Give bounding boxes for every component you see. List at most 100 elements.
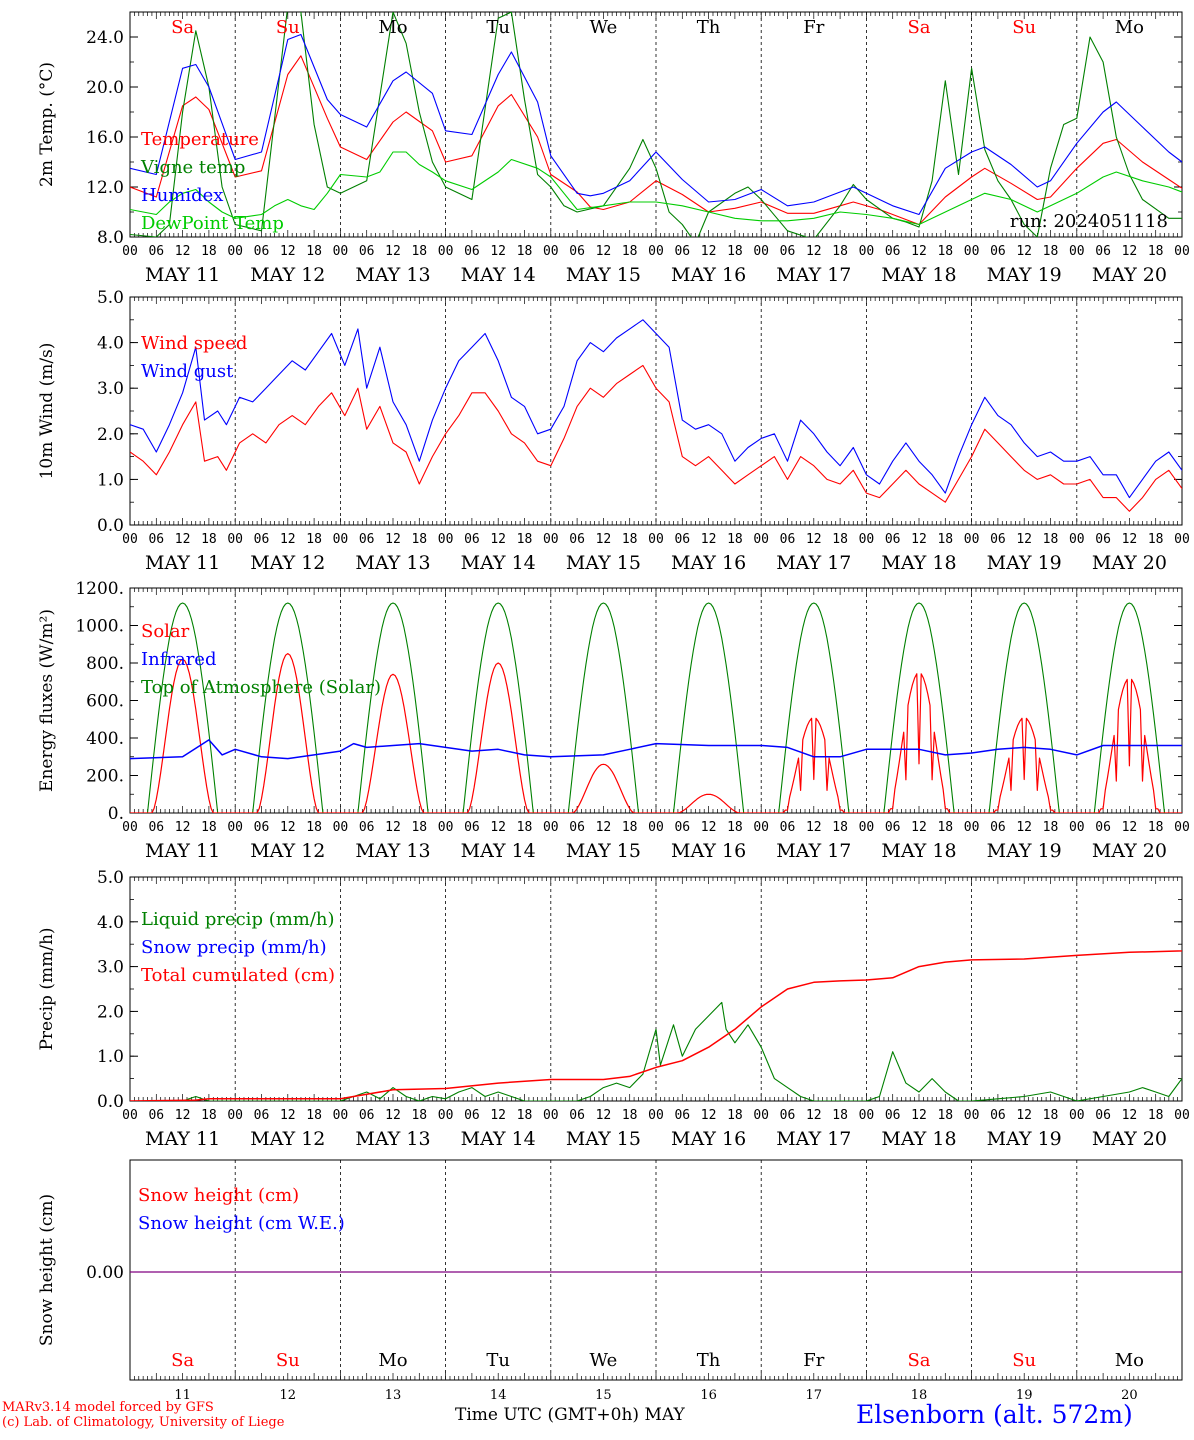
- date-label: MAY 18: [881, 552, 956, 574]
- y-tick-label: 0.0: [97, 516, 124, 536]
- y-tick-label: 1.0: [97, 1047, 124, 1067]
- legend-entry: Top of Atmosphere (Solar): [141, 677, 381, 698]
- hour-label: 18: [517, 1108, 533, 1123]
- plot-frame: [129, 11, 1183, 238]
- date-label: MAY 17: [776, 552, 851, 574]
- hour-label: 00: [543, 244, 559, 259]
- hour-label: 06: [990, 820, 1006, 835]
- weekday-label-bottom: Su: [1012, 1350, 1036, 1371]
- weekday-label-bottom: Th: [697, 1350, 721, 1371]
- model-line: MARv3.14 model forced by GFS: [2, 1400, 214, 1415]
- date-label: MAY 12: [250, 264, 325, 286]
- hour-label: 18: [411, 820, 427, 835]
- hour-label: 00: [122, 244, 138, 259]
- date-label: MAY 13: [355, 264, 430, 286]
- hour-label: 06: [990, 244, 1006, 259]
- panel-temp: 8.0 12.0 16.0 20.0 24.0 2m Temp. (°C) 00 06 12 18…: [37, 11, 1190, 286]
- legend-entry: Snow height (cm W.E.): [138, 1213, 345, 1234]
- hour-label: 06: [148, 820, 164, 835]
- hour-label: 06: [464, 820, 480, 835]
- legend-entry: Liquid precip (mm/h): [141, 909, 335, 930]
- hour-label: 12: [490, 532, 506, 547]
- y-tick-label: 20.0: [86, 78, 124, 98]
- y-tick-label: 400.: [86, 729, 124, 749]
- y-axis-label: Snow height (cm): [37, 1194, 57, 1346]
- hour-label: 12: [1122, 244, 1138, 259]
- hour-label: 18: [411, 1108, 427, 1123]
- hour-label: 00: [1174, 1108, 1190, 1123]
- hour-label: 12: [806, 532, 822, 547]
- hour-label: 00: [648, 1108, 664, 1123]
- hour-label: 18: [306, 820, 322, 835]
- series-line-0: [130, 1001, 1182, 1101]
- hour-label: 06: [569, 820, 585, 835]
- panel-energy: 0. 200. 400. 600. 800. 1000. 1200. Energy fluxe…: [37, 579, 1190, 862]
- hour-label: 12: [596, 532, 612, 547]
- hour-label: 06: [254, 244, 270, 259]
- hour-label: 12: [490, 244, 506, 259]
- hour-label: 12: [385, 244, 401, 259]
- date-label: MAY 15: [566, 264, 641, 286]
- hour-label: 12: [701, 532, 717, 547]
- hour-label: 00: [964, 820, 980, 835]
- date-label: MAY 12: [250, 552, 325, 574]
- hour-label: 18: [937, 244, 953, 259]
- hour-label: 18: [937, 532, 953, 547]
- hour-label: 12: [1016, 532, 1032, 547]
- date-label: MAY 18: [881, 264, 956, 286]
- month-label: MAY: [644, 1405, 685, 1425]
- hour-label: 00: [438, 1108, 454, 1123]
- hour-label: 12: [175, 532, 191, 547]
- date-label: MAY 12: [250, 840, 325, 862]
- date-label: MAY 14: [461, 1128, 536, 1150]
- day-number-label: 16: [700, 1388, 717, 1403]
- legend-entry: Humidex: [141, 185, 223, 206]
- hour-label: 06: [148, 532, 164, 547]
- legend-entry: Temperature: [141, 129, 259, 150]
- y-tick-label: 4.0: [97, 913, 124, 933]
- hour-label: 18: [1148, 1108, 1164, 1123]
- hour-label: 00: [333, 820, 349, 835]
- hour-label: 18: [622, 244, 638, 259]
- hour-label: 18: [201, 1108, 217, 1123]
- date-label: MAY 19: [987, 552, 1062, 574]
- y-tick-label: 0.0: [97, 1092, 124, 1112]
- legend-entry: Wind gust: [141, 361, 234, 382]
- hour-label: 00: [648, 244, 664, 259]
- hour-label: 18: [727, 1108, 743, 1123]
- hour-label: 12: [1122, 532, 1138, 547]
- hour-label: 12: [1016, 1108, 1032, 1123]
- hour-label: 06: [464, 1108, 480, 1123]
- hour-label: 12: [911, 244, 927, 259]
- hour-label: 06: [885, 1108, 901, 1123]
- weekday-label-top: Su: [276, 17, 300, 38]
- hour-label: 00: [1069, 532, 1085, 547]
- date-label: MAY 13: [355, 1128, 430, 1150]
- hour-label: 12: [806, 1108, 822, 1123]
- run-annotation: run: 2024051118: [1010, 211, 1168, 232]
- hour-label: 00: [227, 820, 243, 835]
- y-tick-label: 5.0: [97, 288, 124, 308]
- hour-label: 06: [359, 244, 375, 259]
- hour-label: 00: [333, 1108, 349, 1123]
- hour-label: 18: [1148, 820, 1164, 835]
- hour-label: 18: [1148, 244, 1164, 259]
- panel-snow: 0.00 Snow height (cm) Snow height (cm) Snow…: [37, 1159, 1183, 1381]
- legend-entry: Snow precip (mm/h): [141, 937, 327, 958]
- station-name: Elsenborn (alt. 572m): [856, 1400, 1133, 1429]
- panel-precip: 0.0 1.0 2.0 3.0 4.0 5.0 Precip (mm/h) 00 06 12 18 0…: [37, 868, 1190, 1150]
- hour-label: 06: [464, 532, 480, 547]
- y-tick-label: 24.0: [86, 28, 124, 48]
- y-axis-label: 2m Temp. (°C): [37, 62, 57, 187]
- day-number-label: 19: [1016, 1388, 1033, 1403]
- hour-label: 06: [885, 820, 901, 835]
- series-line-2: [130, 950, 1182, 1101]
- hour-label: 06: [254, 1108, 270, 1123]
- weekday-label-bottom: Sa: [171, 1350, 194, 1371]
- weekday-label-top: We: [590, 17, 618, 38]
- date-label: MAY 15: [566, 552, 641, 574]
- hour-label: 00: [1174, 820, 1190, 835]
- date-label: MAY 16: [671, 552, 746, 574]
- hour-label: 18: [937, 820, 953, 835]
